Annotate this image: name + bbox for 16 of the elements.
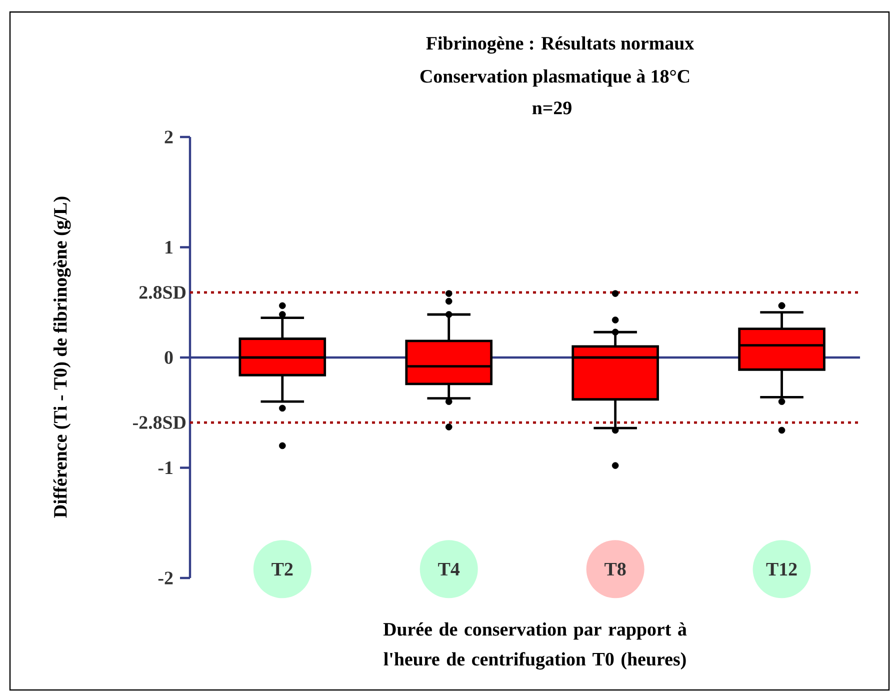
chart-subtitle: Conservation plasmatique à 18°C — [420, 70, 690, 87]
chart-title: Fibrinogène : Résultats normaux — [426, 36, 694, 54]
y-tick-label: -1 — [158, 462, 172, 474]
x-tick-label: T8 — [604, 563, 626, 576]
x-axis-title: Durée de conservation par rapport à l'heure de centrifugation T0 (heures) — [383, 622, 687, 670]
ref-line-label: -2.8SD — [133, 416, 186, 430]
x-tick-label: T2 — [272, 563, 293, 576]
x-tick-label: T12 — [766, 563, 797, 576]
text: n=29 — [532, 102, 572, 115]
y-tick-label: 2 — [164, 130, 173, 144]
y-tick-label: -2 — [158, 572, 173, 584]
ref-line-label: 2.8SD — [139, 286, 186, 300]
y-tick-label: 1 — [166, 241, 172, 254]
y-axis-title: Différence (Ti - T0) de fibrinogène (g/L) — [53, 196, 71, 518]
x-tick-label: T4 — [438, 563, 460, 576]
y-tick-label: 0 — [164, 351, 173, 364]
